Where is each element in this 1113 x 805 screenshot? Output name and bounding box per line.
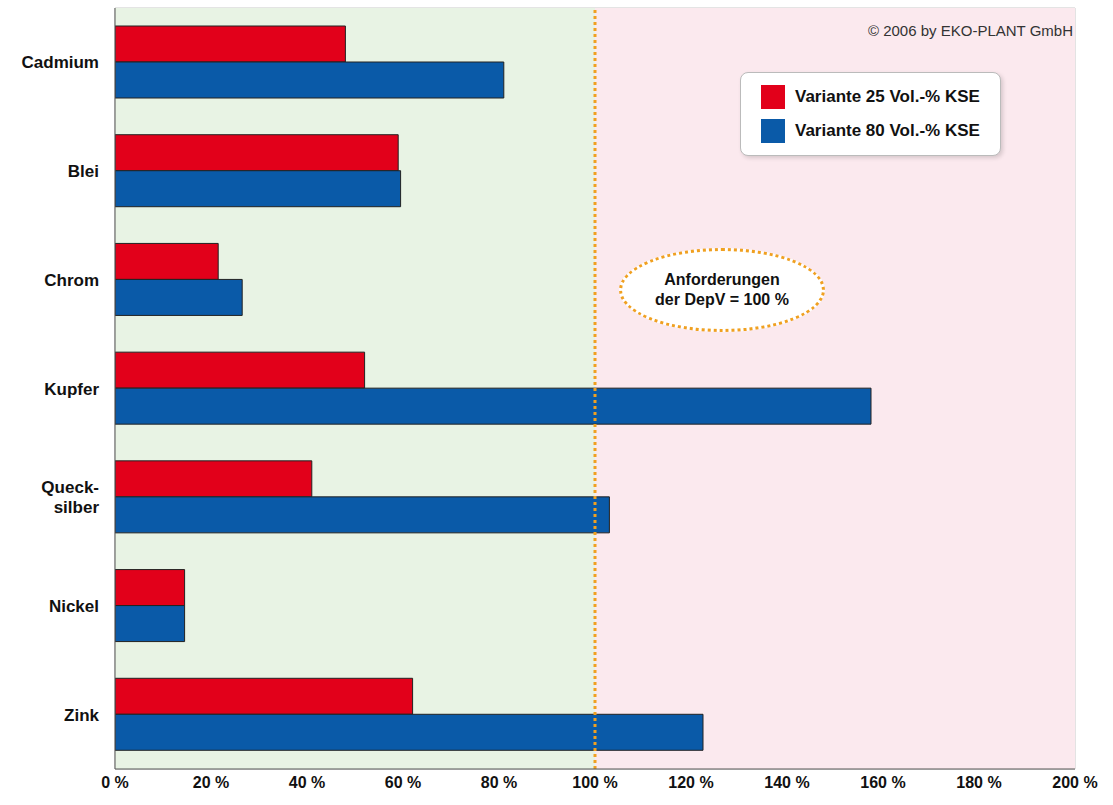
- svg-text:Queck-silber: Queck-silber: [41, 478, 99, 517]
- html-text:Anforderungen: Anforderungen: [664, 271, 780, 288]
- svg-text:140 %: 140 %: [764, 774, 809, 791]
- svg-text:160 %: 160 %: [860, 774, 905, 791]
- svg-text:Cadmium: Cadmium: [22, 53, 99, 72]
- svg-text:Blei: Blei: [68, 162, 99, 181]
- html-text:© 2006 by EKO-PLANT GmbH: © 2006 by EKO-PLANT GmbH: [868, 22, 1073, 39]
- svg-text:40 %: 40 %: [289, 774, 325, 791]
- svg-text:Kupfer: Kupfer: [44, 379, 99, 398]
- svg-text:60 %: 60 %: [385, 774, 421, 791]
- svg-text:20 %: 20 %: [193, 774, 229, 791]
- svg-text:0 %: 0 %: [101, 774, 129, 791]
- svg-text:80 %: 80 %: [481, 774, 517, 791]
- svg-text:Chrom: Chrom: [44, 270, 99, 289]
- svg-text:Nickel: Nickel: [49, 596, 99, 615]
- svg-text:100 %: 100 %: [572, 774, 617, 791]
- html-text:Variante 80 Vol.-% KSE: Variante 80 Vol.-% KSE: [795, 121, 980, 140]
- svg-text:120 %: 120 %: [668, 774, 713, 791]
- svg-text:200 %: 200 %: [1052, 774, 1097, 791]
- svg-text:180 %: 180 %: [956, 774, 1001, 791]
- html-text:der DepV = 100 %: der DepV = 100 %: [655, 291, 789, 308]
- html-text:Variante 25 Vol.-% KSE: Variante 25 Vol.-% KSE: [795, 87, 980, 106]
- svg-text:Zink: Zink: [64, 705, 99, 724]
